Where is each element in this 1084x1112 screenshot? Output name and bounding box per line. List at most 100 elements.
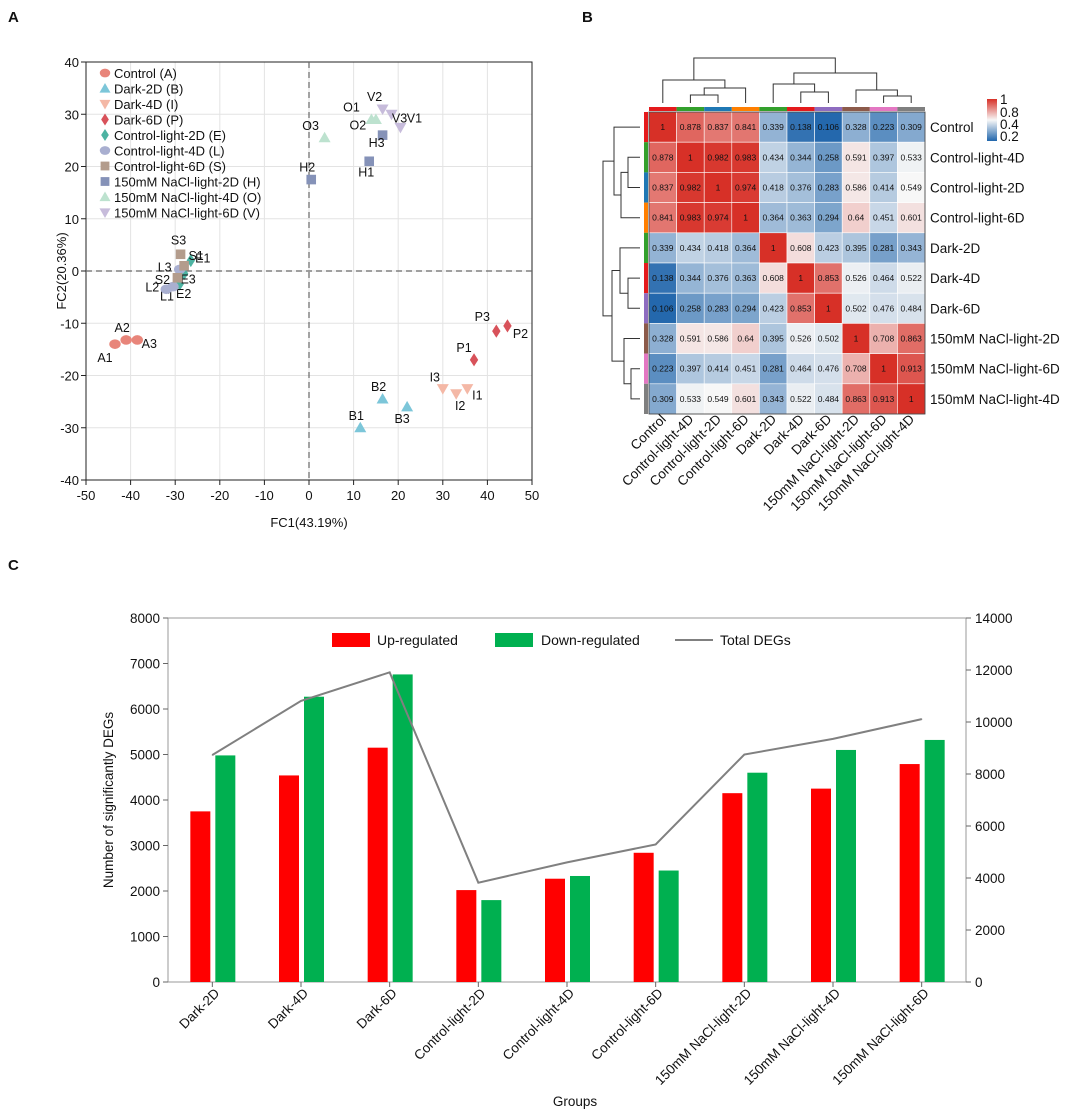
row-group-bar xyxy=(644,263,648,294)
x-tick-label: -10 xyxy=(255,488,274,503)
deg-bar-chart: 0 1000 2000 3000 4000 5000 6000 7000 8000 0 2000 40… xyxy=(101,611,1013,1109)
heatmap-cell-value: 1 xyxy=(854,334,859,344)
bar-down-dark-6d xyxy=(392,674,413,982)
legend-swatch-up xyxy=(332,633,370,647)
x-tick-label: 40 xyxy=(480,488,494,503)
legend-label-i: Dark-4D (I) xyxy=(114,97,178,112)
point-label-p2: P2 xyxy=(513,327,528,341)
point-label-l3: L3 xyxy=(158,260,172,274)
point-label-l2: L2 xyxy=(145,280,159,294)
heatmap-cell-value: 0.853 xyxy=(818,273,840,283)
point-e1 xyxy=(186,253,196,268)
panel-letter-c: C xyxy=(8,557,19,574)
heatmap-cell xyxy=(703,202,733,234)
heatmap-cell-value: 0.586 xyxy=(845,183,867,193)
heatmap-cell-value: 0.522 xyxy=(901,273,923,283)
heatmap-cell xyxy=(731,141,760,173)
legend-label-e: Control-light-2D (E) xyxy=(114,128,226,143)
heatmap-cell xyxy=(759,292,788,324)
point-i1 xyxy=(461,384,474,395)
heatmap-cell-value: 0.414 xyxy=(873,183,895,193)
heatmap-cell xyxy=(759,202,788,234)
heatmap-cell-value: 0.418 xyxy=(707,243,729,253)
heatmap-cell-value: 0.223 xyxy=(873,122,895,132)
x-tick-label: 10 xyxy=(346,488,360,503)
x-tick-label-dark-2d: Dark-2D xyxy=(176,985,222,1031)
point-b2 xyxy=(376,393,389,404)
legend-label-a: Control (A) xyxy=(114,66,177,81)
x-tick-label-control-light-6d: Control-light-6D xyxy=(588,985,666,1063)
heatmap-cell-value: 0.343 xyxy=(763,394,785,404)
heatmap-cell-value: 0.283 xyxy=(818,183,840,193)
heatmap-cell-value: 0.106 xyxy=(818,122,840,132)
heatmap-cell xyxy=(759,141,788,173)
point-o2 xyxy=(369,113,382,124)
heatmap-cell xyxy=(731,172,760,203)
heatmap-cell-value: 0.522 xyxy=(790,394,812,404)
heatmap-cell xyxy=(786,383,815,415)
bar-down-dark-4d xyxy=(304,696,324,982)
heatmap-cell-value: 0.837 xyxy=(707,122,729,132)
left-tick-label: 2000 xyxy=(130,884,160,899)
heatmap-cell-value: 1 xyxy=(743,213,748,223)
heatmap-cell-value: 0.258 xyxy=(680,303,702,313)
row-dendrogram-branch xyxy=(613,126,640,196)
heatmap-cell-value: 0.395 xyxy=(763,334,785,344)
x-tick-label: -40 xyxy=(121,488,140,503)
heatmap-cell-value: 0.397 xyxy=(680,364,702,374)
legend-label-p: Dark-6D (P) xyxy=(114,113,183,128)
heatmap-cell xyxy=(703,232,733,264)
column-group-bar xyxy=(676,107,705,111)
legend-label-s: Control-light-6D (S) xyxy=(114,159,226,174)
bar-down-control-light-4d xyxy=(570,875,590,982)
row-label-dark-6d: Dark-6D xyxy=(930,301,981,316)
total-degs-point xyxy=(477,882,479,884)
legend-swatch-down xyxy=(495,633,533,647)
heatmap-cell-value: 1 xyxy=(716,183,721,193)
right-tick-label: 12000 xyxy=(975,663,1013,678)
heatmap-cell xyxy=(814,141,843,173)
heatmap-cell-value: 0.451 xyxy=(873,213,895,223)
heatmap-cell xyxy=(676,383,705,415)
heatmap-cell-value: 1 xyxy=(826,303,831,313)
bar-down-control-light-6d xyxy=(658,870,679,982)
heatmap-cell xyxy=(648,262,677,294)
heatmap-cell-value: 0.418 xyxy=(763,183,785,193)
row-dendrogram-branch xyxy=(630,368,640,400)
heatmap-cell xyxy=(786,202,815,234)
heatmap-cell xyxy=(897,383,926,415)
heatmap-cell-value: 0.376 xyxy=(707,273,729,283)
heatmap-cell xyxy=(841,292,871,324)
heatmap-cell xyxy=(786,292,815,324)
point-label-b3: B3 xyxy=(394,412,409,426)
heatmap-cell-value: 0.982 xyxy=(707,152,729,162)
row-label-150mm-nacl-light-6d: 150mM NaCl-light-6D xyxy=(930,362,1060,377)
heatmap-cell-value: 0.363 xyxy=(790,213,812,223)
heatmap-cell-value: 0.591 xyxy=(845,152,867,162)
point-label-e1: E1 xyxy=(195,252,210,266)
point-label-b2: B2 xyxy=(371,380,386,394)
x-axis-title: FC1(43.19%) xyxy=(270,515,347,530)
x-tick-label: 30 xyxy=(436,488,450,503)
heatmap-cell xyxy=(676,353,705,385)
heatmap-cell-value: 0.294 xyxy=(818,213,840,223)
column-dendrogram-branch xyxy=(772,83,816,103)
heatmap-cell xyxy=(786,323,815,354)
heatmap-cell xyxy=(759,353,788,385)
heatmap-cell-value: 0.339 xyxy=(763,122,785,132)
total-degs-point xyxy=(566,861,568,864)
row-dendrogram-branch xyxy=(602,160,614,317)
left-tick-label: 7000 xyxy=(130,657,160,672)
heatmap-cell-value: 1 xyxy=(798,273,803,283)
row-dendrogram-branch xyxy=(611,270,624,362)
heatmap-cell-value: 0.328 xyxy=(652,334,674,344)
column-group-bar xyxy=(787,107,815,111)
heatmap-cell-value: 0.708 xyxy=(873,334,895,344)
x-tick-label: -20 xyxy=(210,488,229,503)
heatmap-cell xyxy=(869,383,898,415)
point-b1 xyxy=(354,421,367,433)
heatmap-cell xyxy=(814,172,843,203)
row-dendrogram-branch xyxy=(619,247,640,294)
legend-label-down: Down-regulated xyxy=(541,632,640,648)
